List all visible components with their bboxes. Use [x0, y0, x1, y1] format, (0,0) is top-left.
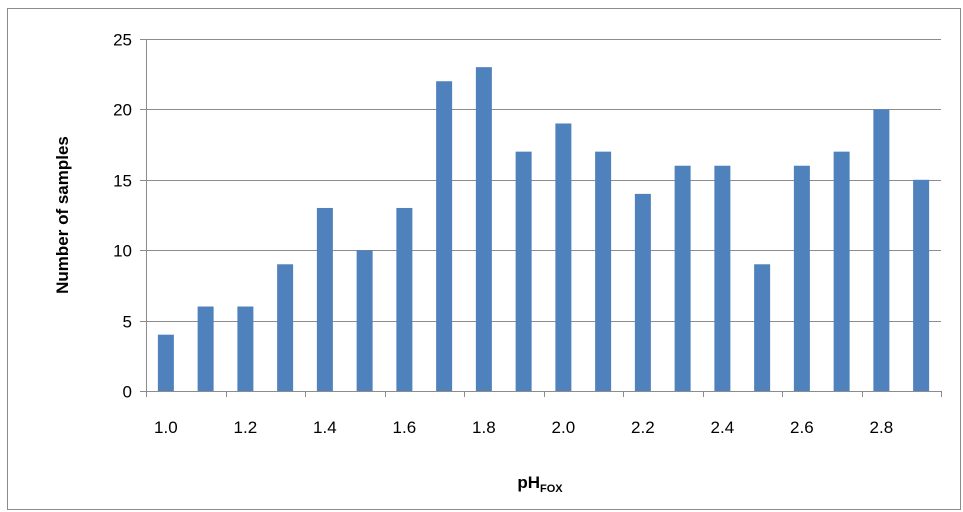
bar-2.6 — [793, 165, 810, 391]
y-tick-label: 10 — [113, 242, 132, 261]
gridlines — [146, 39, 941, 322]
y-tick-label: 20 — [113, 101, 132, 120]
bar-1.9 — [515, 151, 532, 391]
bar-2.7 — [833, 151, 850, 391]
bar-1.1 — [197, 306, 214, 391]
bar-2.1 — [595, 151, 612, 391]
bar-2.0 — [555, 123, 572, 391]
x-tick-label: 2.4 — [711, 418, 735, 437]
x-tick-label: 1.2 — [234, 418, 258, 437]
bar-1.2 — [237, 306, 254, 391]
x-axis-title: pHFOX — [517, 473, 563, 495]
y-tick-label: 5 — [123, 313, 132, 332]
x-tick-label: 1.4 — [313, 418, 337, 437]
bar-1.7 — [436, 81, 453, 392]
bars — [157, 67, 930, 392]
x-axis-title-main: pH — [517, 473, 540, 492]
x-axis-title-subscript: FOX — [540, 483, 563, 495]
bar-1.5 — [356, 250, 373, 391]
x-tick-label: 2.8 — [870, 418, 894, 437]
bar-1.6 — [396, 207, 413, 391]
bar-1.4 — [316, 207, 333, 391]
y-tick-label: 15 — [113, 172, 132, 191]
y-tick-labels: 0 5 10 15 20 25 — [113, 31, 132, 402]
bar-2.8 — [873, 109, 890, 392]
x-tick-label: 2.0 — [552, 418, 576, 437]
bar-1.0 — [157, 334, 174, 391]
y-axis-title: Number of samples — [53, 136, 72, 294]
bar-2.2 — [634, 193, 651, 391]
bar-2.4 — [714, 165, 731, 391]
y-tick-label: 0 — [123, 383, 132, 402]
y-tick-label: 25 — [113, 31, 132, 50]
bar-2.9 — [913, 179, 930, 391]
x-tick-label: 1.6 — [393, 418, 417, 437]
x-tick-label: 1.8 — [472, 418, 496, 437]
axes — [140, 39, 942, 397]
x-tick-label: 1.0 — [154, 418, 178, 437]
x-tick-label: 2.2 — [631, 418, 655, 437]
bar-2.5 — [754, 264, 771, 391]
bar-1.8 — [475, 67, 492, 391]
bar-2.3 — [674, 165, 691, 391]
x-tick-label: 2.6 — [790, 418, 814, 437]
x-tick-labels: 1.0 1.2 1.4 1.6 1.8 2.0 2.2 2.4 2.6 2.8 — [154, 418, 893, 437]
bar-1.3 — [277, 264, 294, 391]
